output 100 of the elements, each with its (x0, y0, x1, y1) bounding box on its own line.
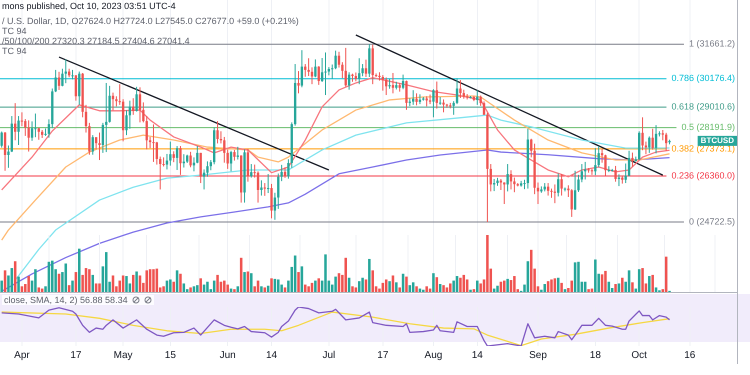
candlestick (92, 134, 94, 156)
x-tick-label: 14 (472, 350, 484, 361)
bar (651, 274, 654, 292)
bar (476, 280, 479, 292)
bar (388, 281, 391, 292)
candlestick (382, 74, 384, 92)
bar (587, 289, 590, 292)
bar (20, 286, 24, 292)
annotation: BTCUSD (700, 136, 734, 146)
bar (398, 287, 401, 292)
candlestick (98, 132, 101, 161)
candlestick (594, 148, 597, 176)
bar (503, 280, 506, 292)
candlestick (546, 182, 550, 196)
bar (98, 283, 101, 292)
bar (192, 286, 196, 292)
bar (479, 283, 482, 292)
bar (27, 276, 30, 292)
candlestick (438, 96, 442, 106)
candlestick (492, 178, 496, 192)
bar (358, 281, 360, 292)
candlestick (385, 76, 388, 96)
bar (466, 279, 468, 292)
candlestick (436, 81, 438, 110)
candlestick (264, 182, 266, 196)
bar (196, 285, 199, 292)
x-tick-label: 18 (590, 350, 602, 361)
bar (38, 287, 40, 292)
bar (600, 274, 604, 292)
candlestick (189, 151, 192, 168)
candlestick (233, 149, 236, 162)
bar (361, 278, 364, 292)
bar (384, 279, 388, 292)
candlestick (392, 72, 394, 94)
bar (169, 279, 172, 292)
bar (182, 283, 186, 292)
candlestick (418, 94, 422, 105)
bar (310, 282, 314, 292)
candlestick (34, 113, 37, 138)
bar (392, 275, 394, 292)
bar (88, 269, 91, 292)
bar (307, 286, 310, 292)
bar (189, 287, 192, 292)
candlestick (361, 64, 364, 77)
candlestick (38, 127, 40, 140)
bar (628, 270, 630, 292)
bar (526, 261, 530, 292)
candlestick (503, 182, 506, 205)
candlestick (246, 148, 250, 182)
candlestick (648, 136, 650, 154)
candlestick (162, 156, 165, 167)
candlestick (182, 154, 186, 168)
bar (300, 266, 304, 292)
bar (638, 269, 640, 292)
bar (112, 275, 114, 292)
bar (492, 288, 496, 292)
bar (58, 274, 60, 292)
bar (243, 272, 246, 292)
bar (40, 288, 44, 292)
x-tick-label: Sep (529, 350, 548, 361)
candlestick (64, 58, 67, 84)
bar (584, 282, 586, 292)
x-tick-label: Apr (14, 350, 30, 361)
bar (462, 274, 466, 292)
bar (368, 258, 371, 292)
bar (71, 280, 74, 292)
bar (664, 256, 668, 292)
bar (179, 274, 182, 292)
candlestick (78, 71, 80, 106)
bar (48, 262, 50, 292)
bar (382, 282, 384, 292)
x-tick-label: 17 (377, 350, 389, 361)
bar (166, 280, 168, 292)
ref-line-label: 0 (24722.5) (688, 216, 735, 227)
candlestick (570, 188, 573, 218)
bar (216, 274, 219, 292)
bar (486, 235, 489, 292)
annotation: /50/100/200 27320.3 27184.5 27404.6 27041.4 (2, 36, 191, 46)
bar (199, 278, 202, 292)
bar (456, 276, 458, 292)
x-tick-label: Jul (322, 350, 336, 361)
bar (351, 286, 354, 292)
bar (449, 283, 452, 292)
candlestick (344, 47, 347, 88)
candlestick (74, 74, 78, 102)
candlestick (14, 102, 16, 141)
candlestick (314, 58, 317, 78)
bar (125, 276, 128, 292)
bar (294, 256, 296, 292)
bar (354, 287, 358, 292)
candlestick (176, 146, 178, 170)
ref-line-label: 0.236 (26360.0) (671, 170, 735, 180)
bar (543, 284, 546, 292)
bar (446, 287, 448, 292)
bar (459, 278, 462, 292)
bar (402, 274, 404, 292)
bar (364, 279, 368, 292)
bar (4, 270, 6, 292)
bar (104, 252, 108, 292)
candlestick (169, 141, 172, 166)
